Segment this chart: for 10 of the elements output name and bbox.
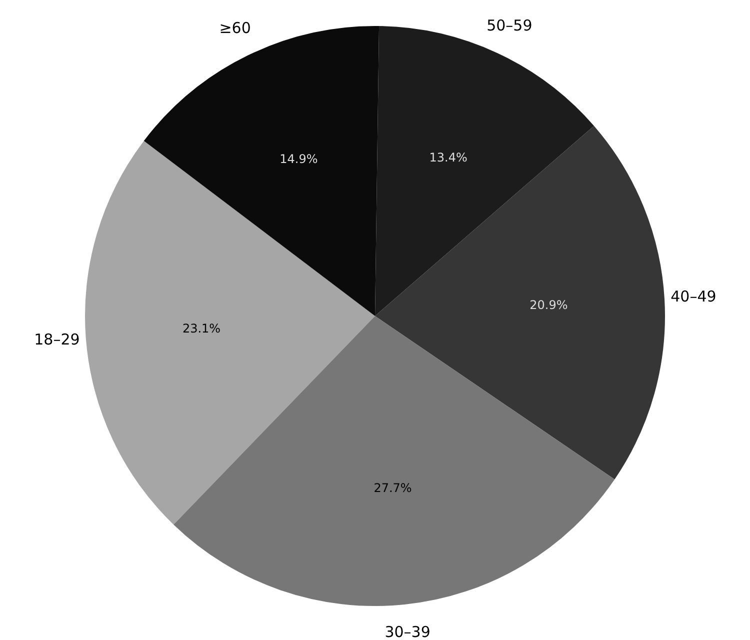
slice-label: 40–49 [670,287,716,306]
data-label: 27.7% [374,481,412,496]
slice-label: 18–29 [34,330,80,348]
slice-label: ≥60 [219,19,251,38]
data-label: 14.9% [280,152,318,166]
slice-label: 30–39 [384,623,430,640]
data-label: 23.1% [182,322,221,336]
data-label: 13.4% [429,150,468,164]
slice-label: 50–59 [486,16,532,35]
data-label: 20.9% [530,298,568,312]
